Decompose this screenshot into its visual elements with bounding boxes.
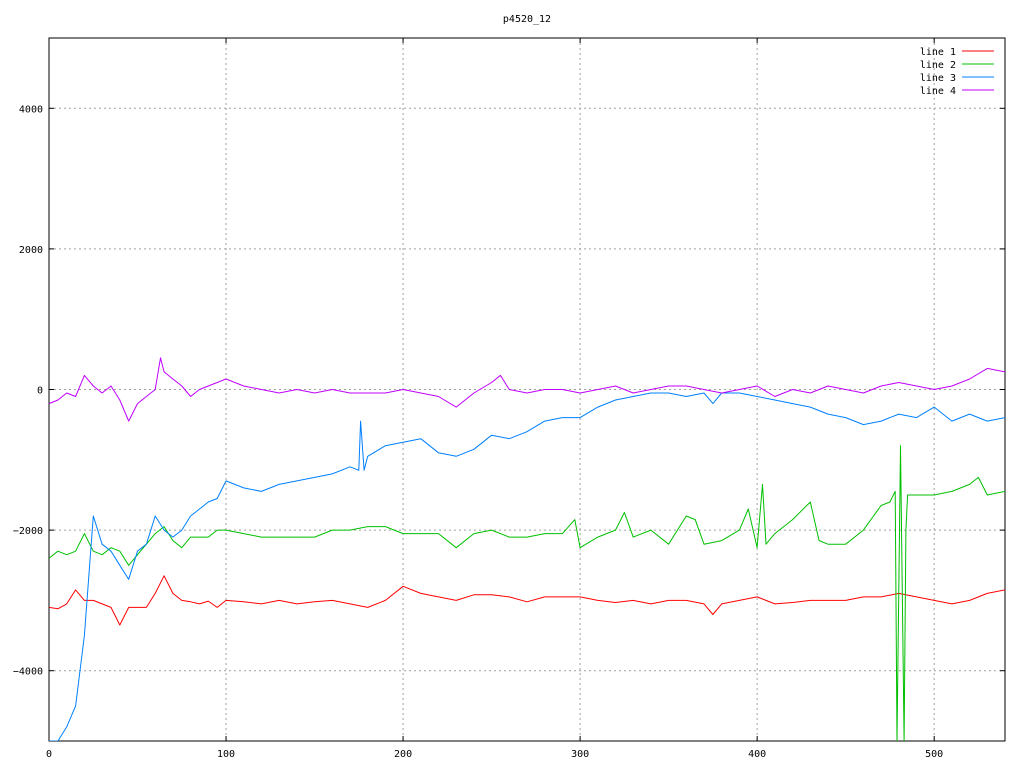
y-tick-label: 2000 <box>19 245 43 256</box>
x-tick-label: 500 <box>925 749 943 760</box>
axes: 0 100 200 300 400 500 −4000 −2000 0 2000 4000 <box>13 37 1006 760</box>
x-tick-label: 200 <box>394 749 412 760</box>
y-tick-label: −2000 <box>13 526 43 537</box>
legend: line 1 line 2 line 3 line 4 <box>920 47 994 97</box>
plot-frame <box>48 37 1006 742</box>
legend-label: line 4 <box>920 86 956 97</box>
legend-label: line 3 <box>920 73 956 84</box>
x-tick-label: 300 <box>571 749 589 760</box>
x-tick-label: 400 <box>748 749 766 760</box>
legend-label: line 2 <box>920 60 956 71</box>
chart-title: p4520_12 <box>503 14 551 25</box>
x-tick-label: 100 <box>217 749 235 760</box>
series-line-4 <box>49 357 1005 422</box>
series-line-3 <box>49 392 1005 741</box>
series-group <box>49 357 1005 741</box>
grid <box>49 38 1005 741</box>
y-tick-label: −4000 <box>13 667 43 678</box>
x-tick-label: 0 <box>46 749 52 760</box>
y-tick-label: 4000 <box>19 104 43 115</box>
y-tick-label: 0 <box>37 386 43 397</box>
series-line-1 <box>49 575 1005 626</box>
legend-label: line 1 <box>920 47 956 58</box>
series-line-2 <box>49 445 1005 741</box>
